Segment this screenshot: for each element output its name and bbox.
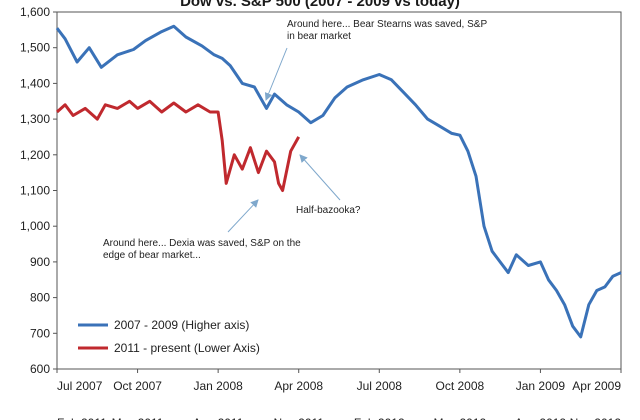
y-tick-label: 900 — [30, 255, 50, 269]
legend-label-2011-present: 2011 - present (Lower Axis) — [114, 341, 260, 355]
svg-text:Around here... Bear Stearns wa: Around here... Bear Stearns was saved, S… — [287, 19, 487, 42]
annotation-bear-stearns-line-2: in bear market — [287, 31, 351, 42]
series-line-2007-2009 — [55, 24, 622, 339]
legend-label-2007-2009: 2007 - 2009 (Higher axis) — [114, 318, 249, 332]
series-line-2011-present — [56, 99, 301, 192]
x-tick-label-lower: Nov 2011 — [273, 416, 324, 420]
annotation-bear-stearns-line-1: Around here... Bear Stearns was saved, S… — [287, 19, 487, 30]
svg-text:Around here... Dexia was saved: Around here... Dexia was saved, S&P on t… — [103, 238, 301, 261]
annotation-dexia-line-2: edge of bear market... — [103, 250, 201, 261]
x-tick-label-upper: Oct 2008 — [436, 379, 485, 393]
annotation-dexia-line-1: Around here... Dexia was saved, S&P on t… — [103, 238, 301, 249]
annotation-bear-stearns: Around here... Bear Stearns was saved, S… — [264, 19, 487, 101]
annotation-dexia: Around here... Dexia was saved, S&P on t… — [103, 199, 301, 261]
annotation-half-bazooka-text: Half-bazooka? — [296, 205, 361, 216]
x-tick-label-upper: Jan 2008 — [193, 379, 243, 393]
x-tick-label-lower: May 2011 — [112, 416, 164, 420]
annotation-arrow — [299, 154, 341, 201]
x-tick-label-lower: Aug 2012 — [515, 416, 567, 420]
x-tick-label-lower: Aug 2011 — [193, 416, 244, 420]
y-tick-label: 1,600 — [20, 5, 50, 19]
x-tick-label-upper: Jul 2007 — [57, 379, 103, 393]
annotation-arrow — [227, 199, 259, 233]
y-tick-label: 1,500 — [20, 41, 50, 55]
y-tick-label: 600 — [30, 362, 50, 376]
x-tick-label-lower: Feb 2012 — [354, 416, 405, 420]
x-tick-label-upper: Oct 2007 — [113, 379, 162, 393]
plot-frame — [56, 11, 622, 370]
x-tick-label-upper: Apr 2009 — [572, 379, 621, 393]
x-tick-label-upper: Jul 2008 — [357, 379, 403, 393]
y-tick-label: 1,100 — [20, 184, 50, 198]
y-tick-label: 1,200 — [20, 148, 50, 162]
y-tick-label: 1,000 — [20, 219, 50, 233]
legend: 2007 - 2009 (Higher axis) 2011 - present… — [78, 318, 260, 355]
x-tick-label-upper: Apr 2008 — [274, 379, 323, 393]
y-tick-label: 1,300 — [20, 112, 50, 126]
y-tick-label: 700 — [30, 326, 50, 340]
x-tick-label-lower: Feb 2011 — [57, 416, 107, 420]
x-tick-label-lower: Nov 2012 — [570, 416, 622, 420]
y-tick-label: 800 — [30, 291, 50, 305]
chart-title: Dow vs. S&P 500 (2007 - 2009 vs today) — [180, 0, 460, 10]
x-tick-label-upper: Jan 2009 — [516, 379, 566, 393]
annotation-half-bazooka: Half-bazooka? — [296, 154, 361, 216]
annotation-arrow — [264, 47, 288, 101]
y-tick-label: 1,400 — [20, 76, 50, 90]
x-tick-label-lower: May 2012 — [434, 416, 487, 420]
